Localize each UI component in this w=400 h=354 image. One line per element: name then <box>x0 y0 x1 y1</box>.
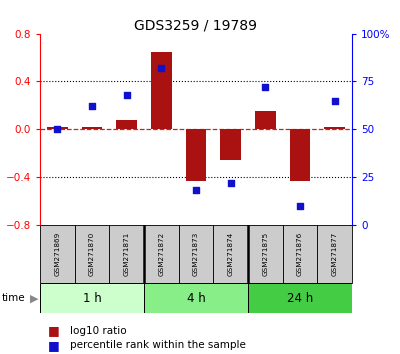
Text: GSM271875: GSM271875 <box>262 232 268 276</box>
Bar <box>213 225 248 283</box>
Bar <box>144 225 179 283</box>
Text: ■: ■ <box>48 339 60 352</box>
Bar <box>290 129 310 181</box>
Text: 4 h: 4 h <box>187 292 205 305</box>
Text: log10 ratio: log10 ratio <box>70 326 127 336</box>
Bar <box>75 225 109 283</box>
Point <box>54 126 60 132</box>
Bar <box>144 283 248 313</box>
Point <box>262 84 268 90</box>
Bar <box>151 52 172 129</box>
Point <box>332 98 338 103</box>
Text: GSM271872: GSM271872 <box>158 232 164 276</box>
Text: percentile rank within the sample: percentile rank within the sample <box>70 340 246 350</box>
Text: ■: ■ <box>48 325 60 337</box>
Text: time: time <box>2 293 26 303</box>
Text: GSM271877: GSM271877 <box>332 232 338 276</box>
Bar <box>40 283 144 313</box>
Text: GSM271869: GSM271869 <box>54 232 60 276</box>
Point <box>158 65 164 71</box>
Point <box>193 188 199 193</box>
Text: GSM271876: GSM271876 <box>297 232 303 276</box>
Bar <box>255 111 276 129</box>
Text: GSM271874: GSM271874 <box>228 232 234 276</box>
Text: ▶: ▶ <box>30 293 38 303</box>
Title: GDS3259 / 19789: GDS3259 / 19789 <box>134 18 258 33</box>
Bar <box>248 283 352 313</box>
Text: GSM271871: GSM271871 <box>124 232 130 276</box>
Bar <box>82 127 102 129</box>
Point <box>89 103 95 109</box>
Point <box>228 180 234 185</box>
Bar <box>324 127 345 129</box>
Bar <box>116 120 137 129</box>
Bar <box>186 129 206 181</box>
Bar <box>47 127 68 129</box>
Bar <box>40 225 75 283</box>
Text: GSM271873: GSM271873 <box>193 232 199 276</box>
Bar <box>179 225 213 283</box>
Bar <box>317 225 352 283</box>
Text: 24 h: 24 h <box>287 292 313 305</box>
Text: 1 h: 1 h <box>83 292 101 305</box>
Text: GSM271870: GSM271870 <box>89 232 95 276</box>
Bar <box>109 225 144 283</box>
Point <box>297 203 303 209</box>
Bar <box>248 225 283 283</box>
Bar <box>283 225 317 283</box>
Bar <box>220 129 241 160</box>
Point <box>124 92 130 98</box>
